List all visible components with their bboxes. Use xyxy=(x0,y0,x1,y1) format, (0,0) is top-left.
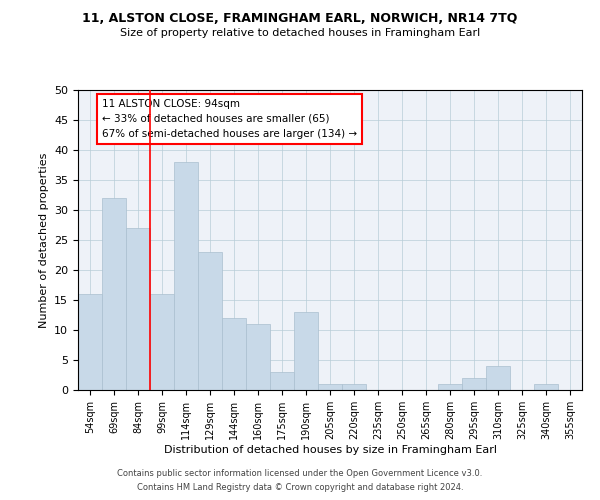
Bar xyxy=(270,372,294,390)
X-axis label: Distribution of detached houses by size in Framingham Earl: Distribution of detached houses by size … xyxy=(163,444,497,454)
Bar xyxy=(486,366,510,390)
Bar xyxy=(438,384,462,390)
Bar xyxy=(246,324,270,390)
Bar xyxy=(462,378,486,390)
Text: Size of property relative to detached houses in Framingham Earl: Size of property relative to detached ho… xyxy=(120,28,480,38)
Text: Contains HM Land Registry data © Crown copyright and database right 2024.: Contains HM Land Registry data © Crown c… xyxy=(137,484,463,492)
Y-axis label: Number of detached properties: Number of detached properties xyxy=(38,152,49,328)
Bar xyxy=(318,384,342,390)
Bar xyxy=(342,384,366,390)
Bar xyxy=(198,252,222,390)
Bar xyxy=(534,384,558,390)
Bar xyxy=(222,318,246,390)
Bar xyxy=(78,294,102,390)
Bar xyxy=(126,228,150,390)
Text: 11 ALSTON CLOSE: 94sqm
← 33% of detached houses are smaller (65)
67% of semi-det: 11 ALSTON CLOSE: 94sqm ← 33% of detached… xyxy=(102,99,357,138)
Bar xyxy=(102,198,126,390)
Text: Contains public sector information licensed under the Open Government Licence v3: Contains public sector information licen… xyxy=(118,468,482,477)
Bar xyxy=(150,294,174,390)
Bar xyxy=(174,162,198,390)
Text: 11, ALSTON CLOSE, FRAMINGHAM EARL, NORWICH, NR14 7TQ: 11, ALSTON CLOSE, FRAMINGHAM EARL, NORWI… xyxy=(82,12,518,26)
Bar xyxy=(294,312,318,390)
